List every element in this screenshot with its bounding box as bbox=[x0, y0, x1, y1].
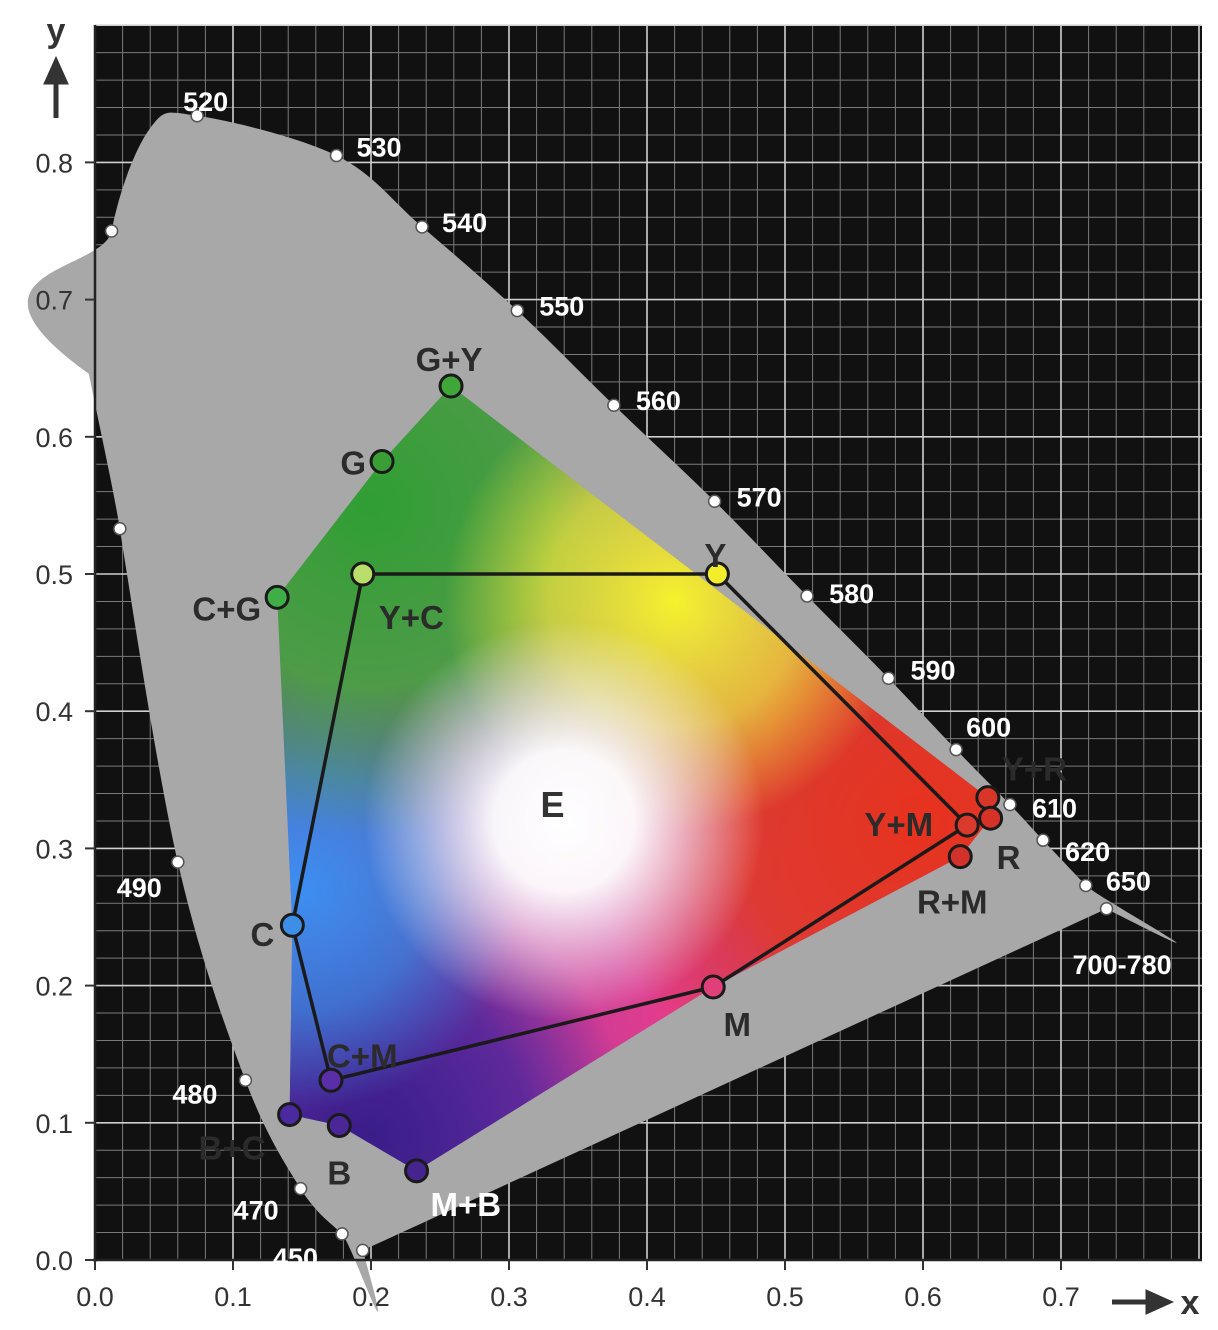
color-point-label: C+M bbox=[327, 1037, 398, 1074]
color-point bbox=[326, 1113, 352, 1139]
wavelength-point bbox=[335, 1227, 349, 1241]
wavelength-point bbox=[510, 303, 525, 318]
x-axis-arrow bbox=[1112, 1289, 1175, 1315]
x-tick-label: 0.1 bbox=[214, 1282, 252, 1312]
color-point-label: Y+C bbox=[379, 599, 444, 636]
x-axis-label: x bbox=[1181, 1284, 1200, 1322]
wavelength-point bbox=[800, 589, 814, 603]
wavelength-point bbox=[190, 109, 204, 123]
color-point-label: B bbox=[327, 1155, 351, 1192]
wavelength-label: 600 bbox=[966, 713, 1011, 743]
y-axis-arrow bbox=[43, 55, 69, 118]
wavelength-point bbox=[607, 398, 621, 412]
color-point bbox=[277, 1102, 303, 1128]
color-point-label: Y bbox=[704, 537, 726, 574]
color-point bbox=[947, 844, 973, 870]
color-point bbox=[404, 1158, 430, 1184]
color-points: G+Y G C+G Y+C Y Y+R R Y+M R+M M C C+M B+C B M+B bbox=[192, 341, 1067, 1223]
wavelength-label: 590 bbox=[911, 655, 956, 685]
wavelength-label: 700-780 bbox=[1073, 950, 1172, 980]
wavelength-point bbox=[238, 1073, 253, 1088]
y-tick-label: 0.7 bbox=[35, 286, 73, 316]
wavelength-point bbox=[113, 521, 127, 536]
wavelength-label: 470 bbox=[234, 1196, 279, 1226]
y-axis-label: y bbox=[47, 12, 66, 50]
wavelength-point bbox=[1099, 902, 1114, 916]
x-tick-label: 0.0 bbox=[76, 1282, 114, 1312]
color-point-label: R bbox=[997, 839, 1021, 876]
color-point bbox=[954, 812, 980, 838]
wavelength-label: 610 bbox=[1032, 793, 1077, 823]
color-point bbox=[350, 561, 376, 587]
axes bbox=[85, 25, 1202, 1270]
color-point-label: C bbox=[250, 916, 274, 953]
wavelength-point bbox=[1036, 833, 1050, 847]
y-tick-label: 0.1 bbox=[35, 1109, 73, 1139]
wavelength-point bbox=[949, 742, 963, 757]
x-tick-label: 0.4 bbox=[628, 1282, 666, 1312]
wavelength-label: 400-380 bbox=[403, 1257, 502, 1287]
color-point bbox=[318, 1067, 344, 1093]
wavelength-point bbox=[415, 220, 429, 234]
wavelength-label: 570 bbox=[737, 482, 782, 512]
color-point-label: Y+R bbox=[1002, 751, 1067, 788]
y-tick-label: 0.6 bbox=[35, 423, 73, 453]
wavelength-point bbox=[1079, 878, 1093, 893]
wavelength-point bbox=[881, 671, 896, 686]
wavelength-label: 490 bbox=[117, 873, 162, 903]
wavelength-point bbox=[1003, 797, 1017, 812]
y-tick-label: 0.2 bbox=[35, 972, 73, 1002]
color-point bbox=[264, 584, 290, 610]
color-point-label: C+G bbox=[192, 590, 261, 627]
wavelength-label: 480 bbox=[172, 1079, 217, 1109]
color-point-label: R+M bbox=[917, 884, 988, 921]
x-tick-label: 0.7 bbox=[1042, 1282, 1080, 1312]
color-point-label: G+Y bbox=[416, 341, 483, 378]
x-tick-label: 0.5 bbox=[766, 1282, 804, 1312]
color-point-label: G bbox=[340, 444, 366, 481]
color-point bbox=[704, 561, 730, 587]
color-point bbox=[369, 448, 395, 474]
wavelength-point bbox=[355, 1243, 370, 1258]
wavelength-label: 580 bbox=[829, 579, 874, 609]
x-tick-label: 0.3 bbox=[490, 1282, 528, 1312]
color-point bbox=[975, 785, 1001, 811]
color-point bbox=[700, 974, 726, 1000]
color-point-label: B+C bbox=[199, 1130, 266, 1167]
wavelength-point bbox=[104, 224, 119, 238]
y-tick-label: 0.3 bbox=[35, 834, 73, 864]
x-tick-label: 0.2 bbox=[352, 1282, 390, 1312]
y-tick-labels: 0.0 0.1 0.2 0.3 0.4 0.5 0.6 0.7 0.8 bbox=[35, 148, 73, 1276]
white-point-label: E bbox=[541, 784, 565, 825]
x-tick-label: 0.6 bbox=[904, 1282, 942, 1312]
x-tick-labels: 0.0 0.1 0.2 0.3 0.4 0.5 0.6 0.7 bbox=[76, 1282, 1080, 1312]
wavelength-label: 620 bbox=[1065, 837, 1110, 867]
color-point-label: M+B bbox=[431, 1186, 502, 1223]
wavelength-point bbox=[293, 1181, 308, 1196]
wavelength-point bbox=[707, 494, 722, 509]
y-tick-label: 0.0 bbox=[35, 1246, 73, 1276]
color-point-label: Y+M bbox=[864, 806, 933, 843]
y-tick-label: 0.8 bbox=[35, 148, 73, 178]
wavelength-label: 550 bbox=[539, 292, 584, 322]
y-tick-label: 0.5 bbox=[35, 560, 73, 590]
color-point-label: M bbox=[723, 1006, 751, 1043]
color-point bbox=[978, 805, 1004, 831]
color-point bbox=[438, 373, 464, 399]
wavelength-label: 450 bbox=[273, 1243, 318, 1273]
wavelength-point bbox=[329, 148, 344, 163]
wavelength-label: 540 bbox=[442, 208, 487, 238]
y-tick-label: 0.4 bbox=[35, 697, 73, 727]
wavelength-label: 530 bbox=[357, 133, 402, 163]
wavelength-label: 560 bbox=[636, 386, 681, 416]
wavelength-label: 520 bbox=[183, 87, 228, 117]
wavelength-point bbox=[171, 855, 185, 869]
color-point bbox=[279, 912, 305, 938]
wavelength-label: 650 bbox=[1106, 866, 1151, 896]
